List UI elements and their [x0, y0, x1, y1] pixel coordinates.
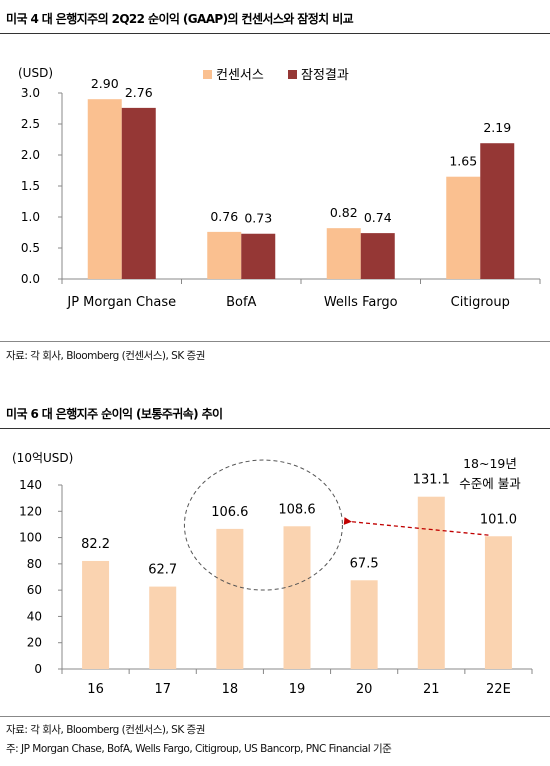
y-tick-label: 0 — [34, 662, 42, 676]
data-label: 0.82 — [330, 205, 358, 220]
x-tick-label: 16 — [87, 682, 104, 697]
figure1-source: 자료: 각 회사, Bloomberg (컨센서스), SK 증권 — [6, 350, 205, 362]
bar-actual — [480, 143, 515, 279]
bar-actual — [241, 233, 276, 279]
figure1-bottom-rule — [0, 341, 550, 342]
y-tick-label: 1.0 — [21, 210, 40, 224]
annotation-line2: 수준에 불과 — [459, 476, 521, 491]
data-label: 1.65 — [449, 154, 477, 169]
y-tick-label: 40 — [27, 609, 42, 623]
x-tick-label: 21 — [423, 682, 440, 697]
annotation-arrow — [343, 517, 489, 536]
data-label: 0.76 — [210, 209, 238, 224]
data-label: 101.0 — [480, 512, 517, 527]
x-tick-label: 17 — [154, 682, 171, 697]
x-tick-label: BofA — [226, 295, 256, 310]
figure2-top-rule — [0, 428, 550, 429]
data-label: 106.6 — [211, 505, 248, 520]
y-tick-label: 100 — [19, 531, 42, 545]
data-label: 2.76 — [125, 85, 153, 100]
y-tick-label: 120 — [19, 504, 42, 518]
legend-swatch-actual — [288, 70, 297, 79]
y-tick-label: 2.0 — [21, 148, 40, 162]
y-axis-unit: (USD) — [18, 66, 53, 80]
data-label: 0.73 — [244, 211, 272, 226]
y-tick-label: 2.5 — [21, 117, 40, 131]
bar-16 — [82, 560, 110, 669]
data-label: 2.19 — [483, 120, 511, 135]
y-tick-label: 80 — [27, 557, 42, 571]
figure1-top-rule — [0, 33, 550, 34]
chart1: (USD) 0.0 0.5 1.0 1.5 2.0 2.5 3.0 JP Morgan Chas… — [18, 66, 541, 310]
x-tick-label: 22E — [486, 682, 511, 697]
annotation-line1: 18~19년 — [463, 456, 517, 471]
x-tick-label: 19 — [289, 682, 306, 697]
data-label: 2.90 — [91, 76, 119, 91]
bar-actual — [121, 107, 156, 279]
data-label: 82.2 — [81, 537, 110, 552]
x-tick-label: 18 — [222, 682, 239, 697]
y-tick-label: 140 — [19, 478, 42, 492]
legend-swatch-consensus — [203, 70, 212, 79]
legend-label: 컨센서스 — [216, 68, 264, 83]
bar-22E — [484, 536, 512, 669]
bar-17 — [149, 586, 177, 669]
figure2-source: 자료: 각 회사, Bloomberg (컨센서스), SK 증권 — [6, 724, 205, 736]
bar-20 — [350, 580, 378, 669]
y-tick-label: 60 — [27, 583, 42, 597]
figure2-bottom-rule — [0, 716, 550, 717]
legend-label: 잠정결과 — [301, 68, 349, 83]
data-label: 67.5 — [350, 556, 379, 571]
data-label: 0.74 — [364, 210, 392, 225]
data-label: 131.1 — [413, 473, 450, 488]
chart2: (10억USD) 0 20 40 60 80 100 120 140 16 17 18 19 20 21 22… — [12, 451, 533, 697]
x-tick-label: Citigroup — [451, 295, 510, 310]
x-tick-label: Wells Fargo — [324, 295, 398, 310]
bar-consensus — [87, 99, 122, 279]
bar-actual — [360, 233, 395, 279]
y-tick-label: 20 — [27, 636, 42, 650]
x-tick-label: 20 — [356, 682, 373, 697]
y-axis-unit: (10억USD) — [12, 451, 73, 465]
data-label: 108.6 — [278, 502, 315, 517]
bar-18 — [216, 528, 244, 669]
y-tick-label: 1.5 — [21, 179, 40, 193]
bar-consensus — [326, 228, 361, 279]
bar-21 — [417, 496, 445, 669]
bar-consensus — [446, 176, 481, 279]
figure2-title: 미국 6 대 은행지주 순이익 (보통주귀속) 추이 — [6, 407, 223, 421]
data-label: 62.7 — [148, 563, 177, 578]
y-tick-label: 3.0 — [21, 86, 40, 100]
highlight-ellipse — [183, 459, 343, 591]
bar-consensus — [207, 231, 242, 279]
figure2-note: 주: JP Morgan Chase, BofA, Wells Fargo, C… — [6, 743, 392, 755]
y-tick-label: 0.0 — [21, 272, 40, 286]
bar-19 — [283, 526, 311, 669]
y-tick-label: 0.5 — [21, 241, 40, 255]
x-tick-label: JP Morgan Chase — [66, 295, 176, 310]
figure1-title: 미국 4 대 은행지주의 2Q22 순이익 (GAAP)의 컨센서스와 잠정치 … — [6, 12, 354, 26]
